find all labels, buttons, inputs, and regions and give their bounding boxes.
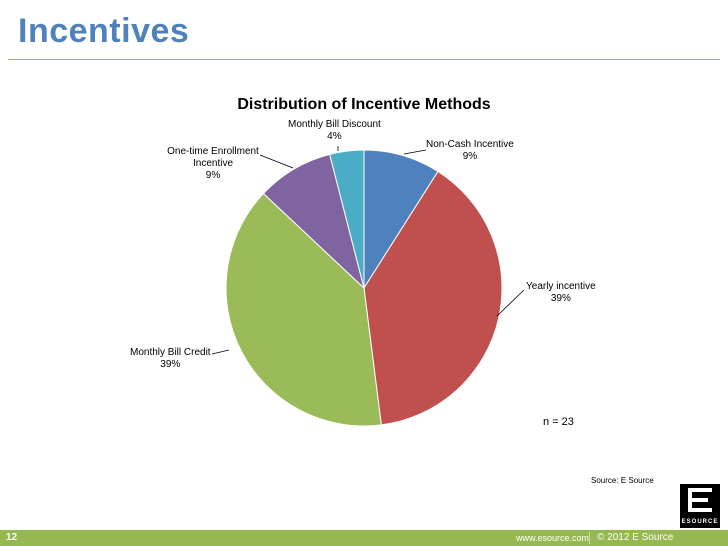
slice-label-text: Monthly Bill Discount bbox=[288, 119, 381, 130]
logo-text: ESOURCE bbox=[681, 519, 719, 525]
source-note: Source: E Source bbox=[591, 476, 654, 485]
footer-bar: 12 www.esource.com © 2012 E Source bbox=[0, 530, 728, 546]
pie-slice-monthly-bill-discount bbox=[329, 149, 365, 289]
page-number: 12 bbox=[6, 532, 18, 543]
chart-title-text: Distribution of Incentive Methods bbox=[237, 96, 491, 113]
sample-size-annotation: n = 23 bbox=[543, 416, 574, 428]
logo-e-mark-icon bbox=[688, 488, 712, 512]
slice-label-percent: 9% bbox=[462, 151, 478, 162]
slice-label-text: One-time Enrollment Incentive bbox=[167, 146, 259, 169]
slice-label-text: Non-Cash Incentive bbox=[426, 139, 514, 150]
slice-label-one-time-enrollment-incentive: One-time Enrollment Incentive 9% bbox=[163, 146, 263, 182]
footer-copyright: © 2012 E Source bbox=[597, 532, 674, 543]
leader-line bbox=[496, 289, 525, 317]
slice-label-text: Yearly incentive bbox=[526, 281, 596, 292]
slice-label-yearly-incentive: Yearly incentive 39% bbox=[526, 281, 596, 305]
slice-label-percent: 39% bbox=[160, 359, 181, 370]
leader-line bbox=[211, 349, 230, 355]
pie-slice-monthly-bill-credit bbox=[225, 192, 382, 427]
slice-label-percent: 39% bbox=[550, 293, 571, 304]
slice-label-monthly-bill-credit: Monthly Bill Credit 39% bbox=[130, 347, 211, 371]
leader-line bbox=[259, 154, 294, 169]
footer-separator bbox=[589, 532, 590, 544]
pie-slice-yearly-incentive bbox=[363, 170, 503, 426]
slice-label-percent: 9% bbox=[205, 170, 221, 181]
esource-logo: ESOURCE bbox=[680, 484, 720, 528]
slice-label-monthly-bill-discount: Monthly Bill Discount 4% bbox=[288, 119, 381, 143]
slide-title: Incentives bbox=[18, 12, 190, 50]
chart-title: Distribution of Incentive Methods bbox=[0, 96, 728, 114]
leader-line bbox=[403, 149, 427, 155]
slice-label-text: Monthly Bill Credit bbox=[130, 347, 211, 358]
slice-label-non-cash-incentive: Non-Cash Incentive 9% bbox=[426, 139, 514, 163]
title-divider bbox=[8, 59, 720, 60]
footer-url: www.esource.com bbox=[516, 533, 590, 543]
slice-label-percent: 4% bbox=[327, 131, 342, 142]
